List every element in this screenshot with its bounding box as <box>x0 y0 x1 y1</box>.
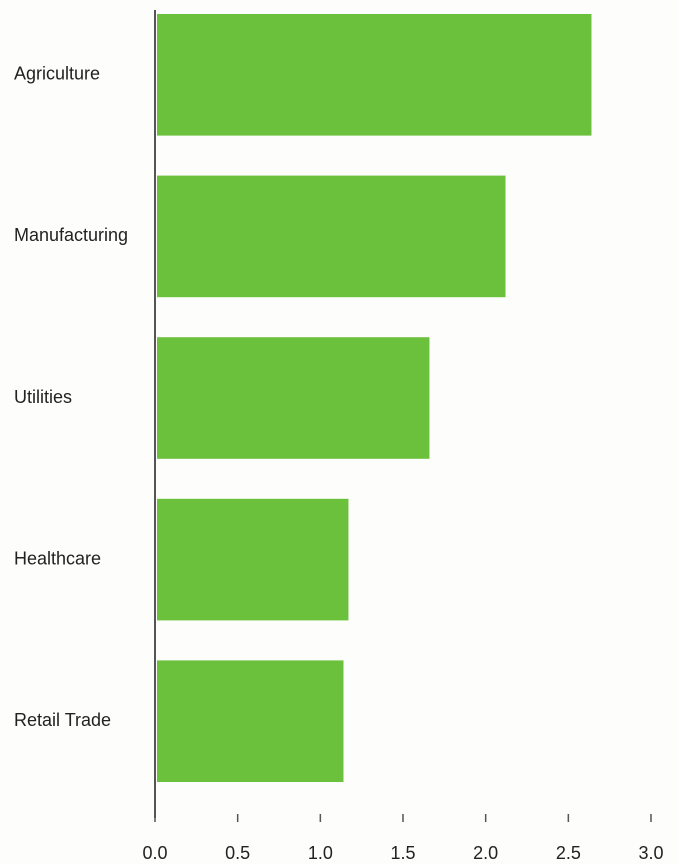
x-tick-label: 1.0 <box>308 843 333 863</box>
category-label: Healthcare <box>14 548 101 568</box>
category-label: Manufacturing <box>14 225 128 245</box>
x-tick-label: 0.5 <box>225 843 250 863</box>
category-label: Retail Trade <box>14 710 111 730</box>
x-tick-label: 1.5 <box>390 843 415 863</box>
bar <box>157 14 592 136</box>
category-label: Agriculture <box>14 64 100 84</box>
bar <box>157 337 430 459</box>
category-label: Utilities <box>14 387 72 407</box>
bar <box>157 175 506 298</box>
x-tick-label: 3.0 <box>638 843 663 863</box>
bar <box>157 660 344 782</box>
bar <box>157 498 349 621</box>
x-tick-label: 2.5 <box>556 843 581 863</box>
x-tick-label: 0.0 <box>142 843 167 863</box>
x-tick-label: 2.0 <box>473 843 498 863</box>
